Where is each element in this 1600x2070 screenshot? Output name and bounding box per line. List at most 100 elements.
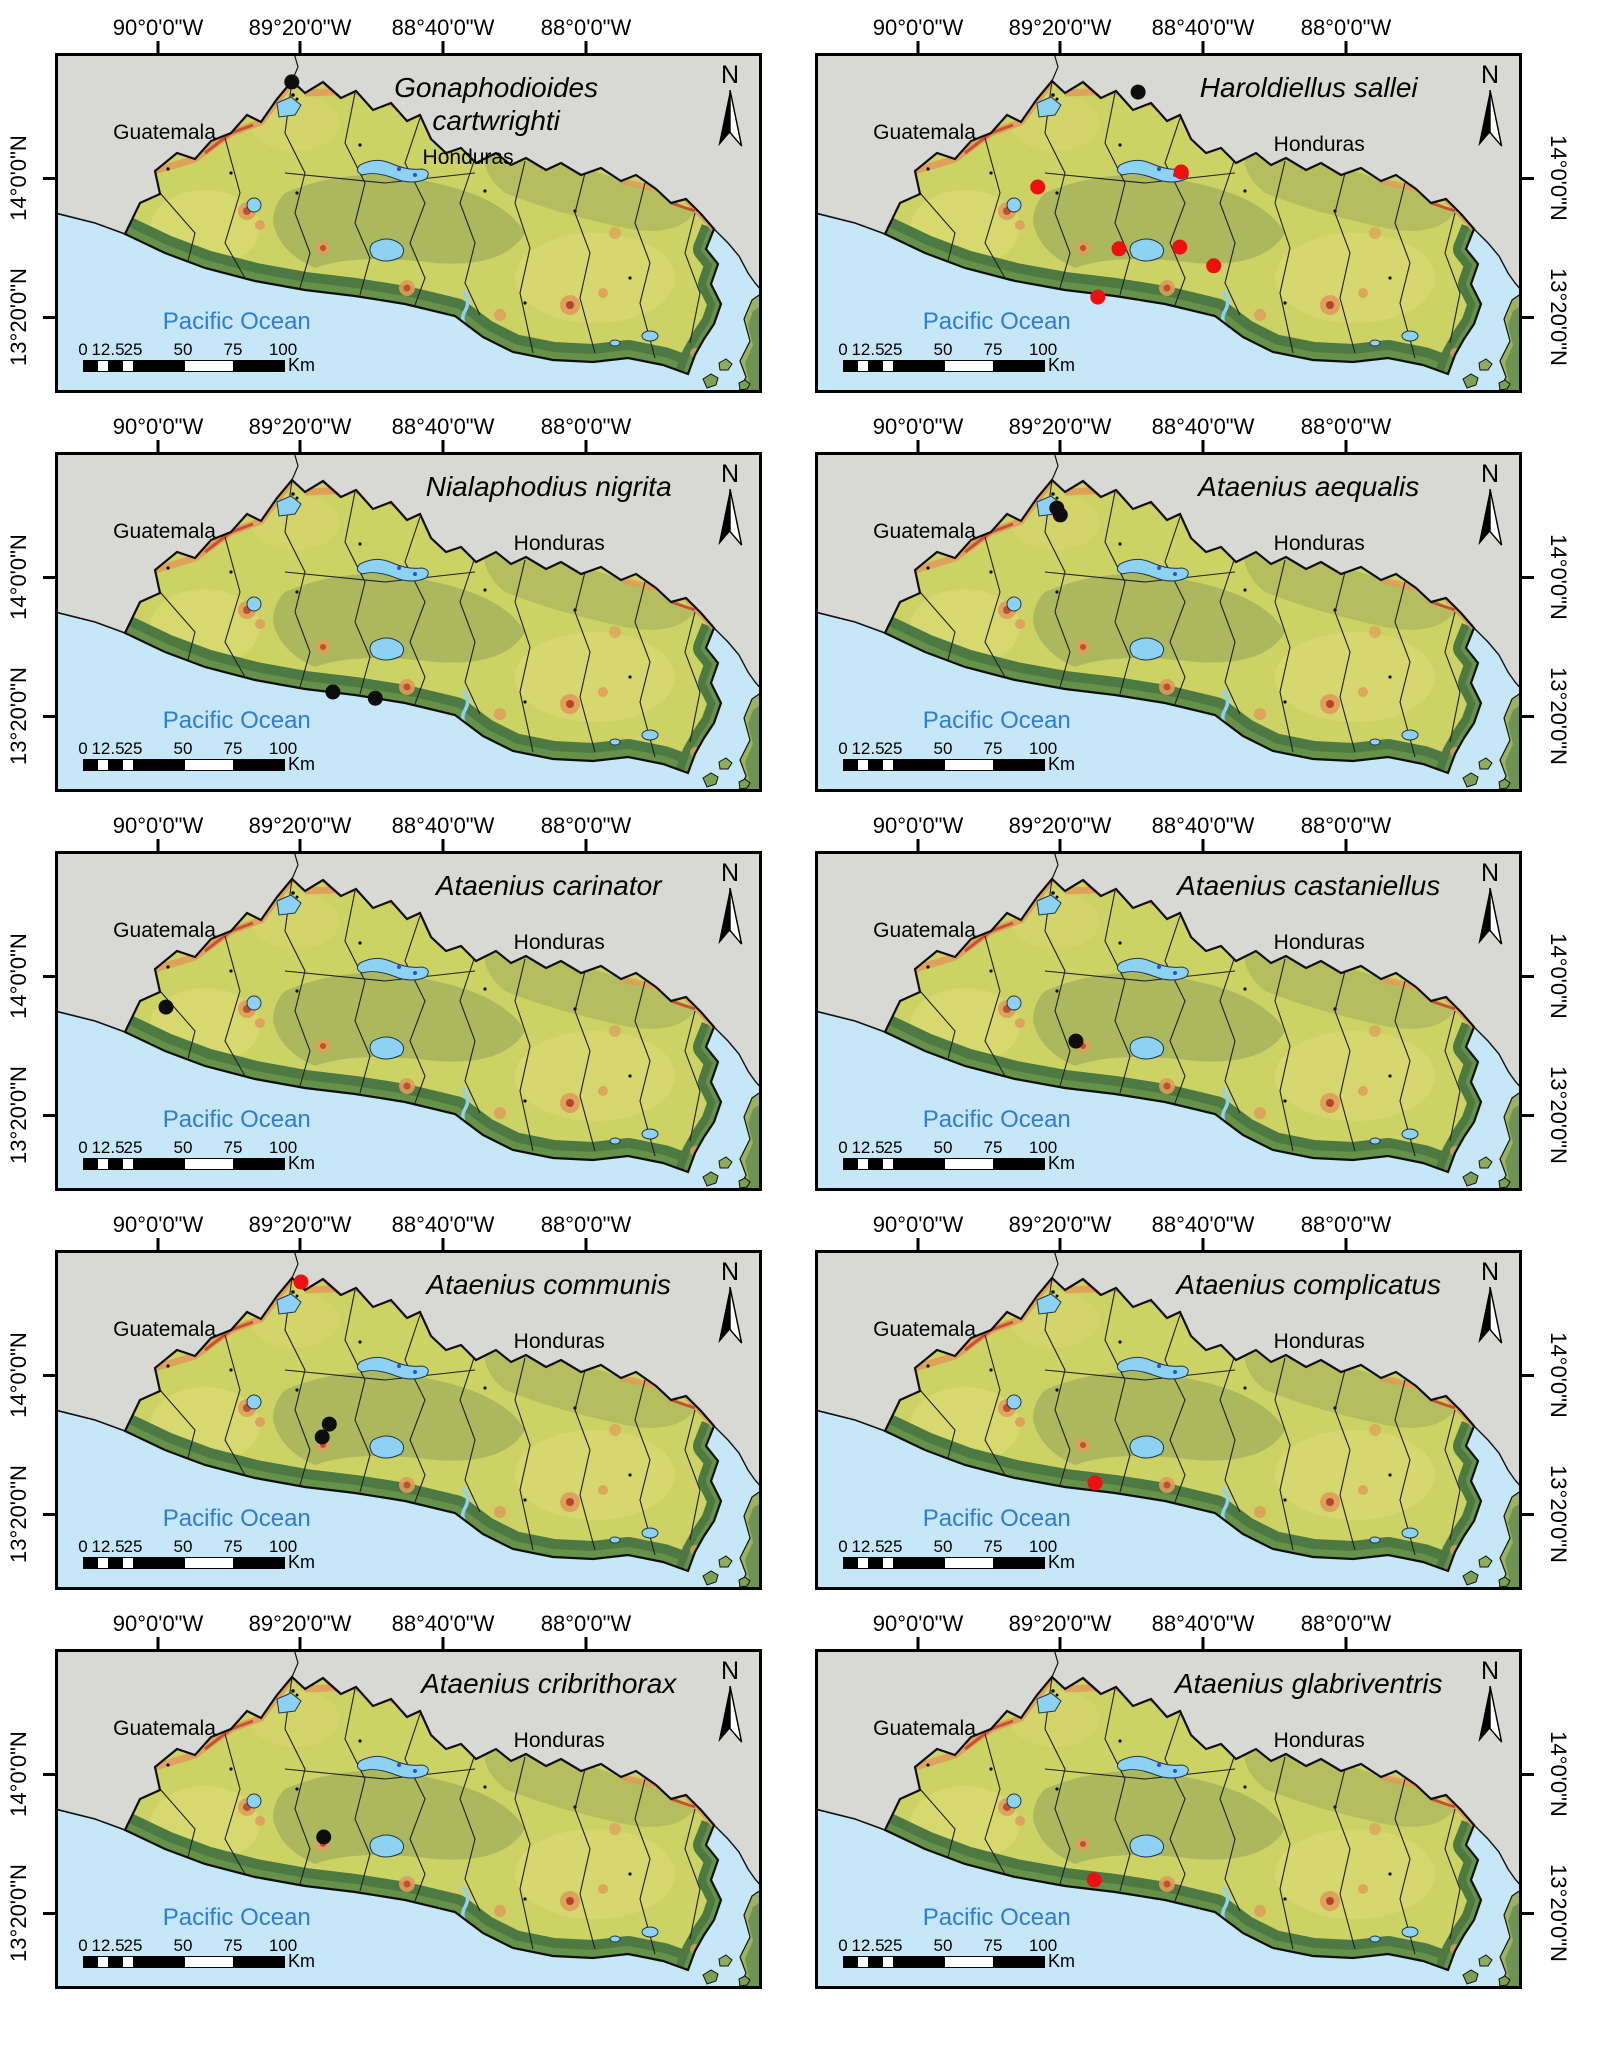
occurrence-dot-red [1173, 164, 1189, 180]
longitude-tick [441, 1238, 445, 1250]
north-letter: N [1480, 460, 1500, 488]
longitude-label: 88°0'0"W [540, 15, 632, 40]
occurrence-dot-red [1087, 1475, 1103, 1491]
scale-number: 25 [123, 739, 143, 758]
map-panel-7: 90°0'0"W 89°20'0"W 88°40'0"W 88°0'0"W 14°0'… [6, 1212, 762, 1590]
latitude-label: 13°20'0"N [1546, 1465, 1571, 1563]
species-title: Nialaphodius nigrita [426, 470, 672, 503]
species-title-line: Ataenius aequalis [1198, 471, 1420, 502]
pacific-ocean-label: Pacific Ocean [162, 706, 311, 734]
scale-bar: Km 0 12.5 25 50 75 100 [832, 739, 1082, 774]
scale-number: 25 [123, 1936, 143, 1955]
species-title-line: Ataenius castaniellus [1177, 870, 1441, 901]
occurrence-dot-red [1111, 241, 1127, 257]
species-title-line: Ataenius glabriventris [1174, 1668, 1443, 1699]
longitude-tick [1058, 1238, 1062, 1250]
scale-number: 75 [223, 1537, 243, 1556]
longitude-label: 88°0'0"W [1300, 813, 1392, 838]
latitude-tick [1522, 714, 1534, 718]
species-title: Ataenius castaniellus [1177, 869, 1440, 902]
species-title-line: Haroldiellus sallei [1199, 72, 1418, 103]
longitude-label: 88°40'0"W [1151, 414, 1255, 439]
latitude-label: 13°20'0"N [6, 1864, 31, 1962]
longitude-tick [298, 440, 302, 452]
north-arrow-icon [718, 90, 743, 147]
scale-bar: Km 0 12.5 25 50 75 100 [72, 739, 322, 774]
latitude-label: 14°0'0"N [6, 1332, 31, 1418]
north-arrow-icon [1478, 1686, 1503, 1743]
scale-number: 100 [268, 1138, 298, 1157]
longitude-label: 88°40'0"W [1151, 15, 1255, 40]
scale-number: 0 [838, 1138, 848, 1157]
scale-number: 50 [933, 739, 953, 758]
scale-bar-strip [83, 759, 285, 771]
occurrence-dot-black [367, 690, 383, 706]
map-frame: Ataenius carinator Guatemala Honduras Pa… [55, 851, 762, 1191]
scale-unit: Km [1048, 355, 1075, 375]
species-title-line: Ataenius communis [426, 1269, 671, 1300]
scale-number: 75 [223, 1936, 243, 1955]
scale-number: 50 [173, 1537, 193, 1556]
longitude-label: 88°40'0"W [1151, 1611, 1255, 1636]
north-arrow: N [1469, 1259, 1511, 1345]
scale-number: 75 [223, 1138, 243, 1157]
occurrence-dot-black [1052, 507, 1068, 523]
map-frame: Nialaphodius nigrita Guatemala Honduras … [55, 452, 762, 792]
longitude-label: 88°0'0"W [1300, 15, 1392, 40]
pacific-ocean-label: Pacific Ocean [922, 1105, 1071, 1133]
map-frame: Haroldiellus sallei Guatemala Honduras P… [815, 53, 1522, 393]
scale-number: 0 [838, 1936, 848, 1955]
guatemala-label: Guatemala [873, 1317, 976, 1341]
scale-unit: Km [288, 355, 315, 375]
latitude-tick [1522, 1772, 1534, 1776]
guatemala-label: Guatemala [873, 120, 976, 144]
latitude-label: 14°0'0"N [1546, 933, 1571, 1019]
longitude-label: 89°20'0"W [1008, 1212, 1112, 1237]
longitude-tick [1201, 1238, 1205, 1250]
scale-number: 100 [268, 1537, 298, 1556]
scale-number: 25 [123, 1138, 143, 1157]
map-panel-6: 90°0'0"W 89°20'0"W 88°40'0"W 88°0'0"W 14°0'… [815, 813, 1571, 1191]
latitude-tick [43, 1911, 55, 1915]
longitude-label: 88°0'0"W [540, 813, 632, 838]
scale-number: 0 [78, 1537, 88, 1556]
species-title-line: Nialaphodius nigrita [425, 471, 672, 502]
north-letter: N [720, 1258, 740, 1286]
longitude-label: 90°0'0"W [112, 15, 204, 40]
north-arrow-icon [718, 1287, 743, 1344]
longitude-label: 88°40'0"W [391, 414, 495, 439]
occurrence-dot-black [1130, 84, 1146, 100]
scale-number: 12.5 [851, 739, 885, 758]
guatemala-label: Guatemala [113, 1317, 216, 1341]
north-arrow: N [709, 1658, 751, 1744]
scale-unit: Km [288, 1552, 315, 1572]
north-arrow-icon [1478, 489, 1503, 546]
longitude-tick [441, 440, 445, 452]
scale-unit: Km [1048, 754, 1075, 774]
longitude-label: 88°40'0"W [391, 813, 495, 838]
scale-number: 50 [933, 1537, 953, 1556]
longitude-label: 88°40'0"W [391, 1611, 495, 1636]
scale-number: 75 [983, 1537, 1003, 1556]
longitude-tick [584, 41, 588, 53]
pacific-ocean-label: Pacific Ocean [922, 1903, 1071, 1931]
species-title-line: Ataenius complicatus [1176, 1269, 1441, 1300]
species-title-line: cartwrighti [432, 105, 560, 136]
longitude-label: 90°0'0"W [872, 1611, 964, 1636]
honduras-label: Honduras [1273, 1728, 1365, 1752]
north-arrow: N [1469, 1658, 1511, 1744]
scale-bar: Km 0 12.5 25 50 75 100 [832, 1138, 1082, 1173]
north-letter: N [1480, 859, 1500, 887]
longitude-label: 89°20'0"W [248, 1212, 352, 1237]
north-arrow-icon [718, 888, 743, 945]
map-frame: Ataenius castaniellus Guatemala Honduras… [815, 851, 1522, 1191]
longitude-tick [441, 839, 445, 851]
north-arrow: N [709, 860, 751, 946]
latitude-tick [1522, 974, 1534, 978]
latitude-tick [43, 714, 55, 718]
longitude-tick [916, 839, 920, 851]
scale-number: 100 [1028, 1537, 1058, 1556]
occurrence-dots [1049, 500, 1068, 523]
guatemala-label: Guatemala [113, 918, 216, 942]
